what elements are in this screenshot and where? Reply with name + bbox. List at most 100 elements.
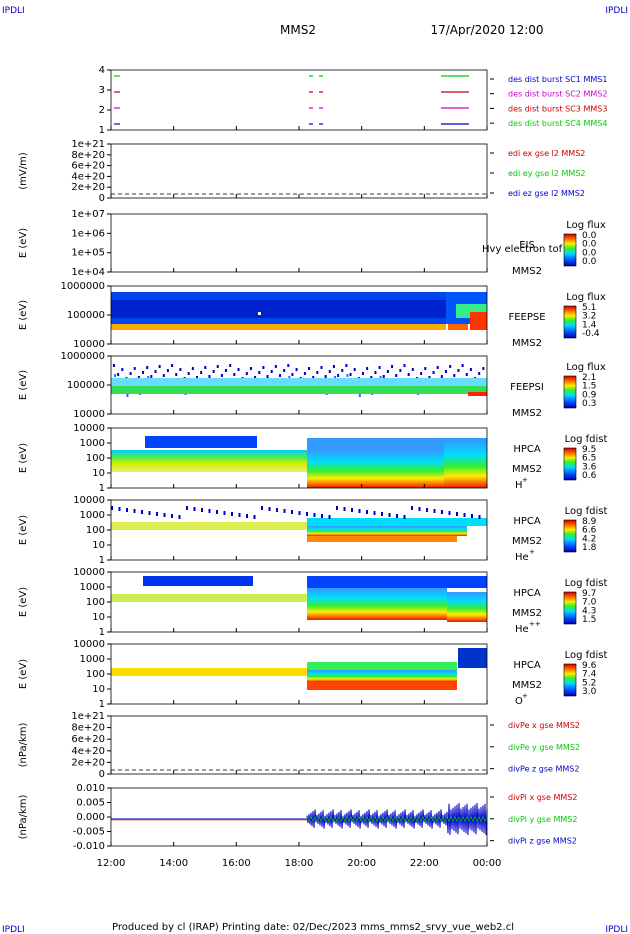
spectrogram-block [111,668,307,676]
feepsi-speckle [245,372,248,375]
colorbar-title: Log flux [566,220,606,231]
feepsi-speckle [270,370,273,373]
spectrogram-block [307,526,467,536]
colorbar [563,375,577,409]
instrument-label: HPCA [513,444,541,455]
feepsi-speckle [366,367,369,370]
hpca-speckle [163,513,166,517]
feepsi-speckle [171,364,174,367]
y-axis-label: E (eV) [18,443,29,473]
feepsi-speckle [137,376,140,379]
panel-frame [110,69,488,131]
hpca-speckle [171,514,173,518]
hpca-speckle [358,509,361,513]
feepsi-speckle [337,374,340,377]
colorbar-title: Log flux [566,292,606,303]
feepsi-speckle [465,373,468,376]
panel-frame [110,143,488,199]
y-axis-label: (nPa/km) [18,795,29,840]
feepsi-speckle [333,376,336,379]
hpca-speckle [268,507,271,511]
y-tick-label: 100 [86,453,105,464]
feepsi-speckle [262,366,265,369]
hpca-speckle [193,507,196,511]
species-label: He [515,624,529,635]
x-tick-label: 18:00 [285,858,314,869]
y-tick-label: 0 [99,193,105,204]
feepsi-speckle [121,368,124,371]
y-tick-label: 6e+20 [71,734,105,745]
feepsi-speckle [288,376,291,379]
legend-entry: divPe x gse MMS2 [508,721,580,730]
charge-label: ++ [529,620,541,628]
y-tick-label: 10 [92,468,105,479]
feepsi-speckle [478,372,481,375]
colorbar-tick-label: 3.6 [582,462,597,472]
feepsi-speckle [147,376,150,379]
y-tick-label: 1000000 [60,351,105,362]
spectrogram-block [458,648,487,668]
hpca-speckle [276,508,278,512]
spectrogram-block [307,662,457,670]
colorbar-tick-label: 3.0 [582,687,597,697]
colorbar-tick-label: 1.5 [582,382,596,392]
colorbar-tick-label: -0.4 [582,329,600,339]
hpca-speckle [111,506,113,510]
feepsi-speckle [225,369,228,372]
spectrogram-block [307,588,447,620]
hpca-speckle [426,508,428,512]
feepsi-speckle [362,372,364,375]
y-tick-label: 10 [92,684,105,695]
feepsi-speckle [291,373,294,376]
divpi-fluct-y [306,816,488,822]
hpca-speckle [283,509,286,513]
colorbar-tick-label: 0.0 [582,231,597,241]
feepsi-speckle [386,370,389,373]
y-axis-label: E (eV) [18,370,29,400]
feepsi-speckle [403,364,406,367]
colorbar-tick-label: 0.0 [582,248,597,258]
hpca-speckle [223,511,226,515]
feepsi-speckle [436,366,439,369]
panel-frame [110,715,488,775]
hpca-speckle [186,506,188,510]
legend-entry: divPi x gse MMS2 [508,793,577,802]
panel-note: Hvy electron tof [482,244,563,255]
feepsi-speckle [469,368,472,371]
y-tick-label: 1 [99,125,105,136]
instrument-label: EIS [519,240,535,251]
y-tick-label: 1e+21 [71,139,105,150]
hpca-speckle [373,511,376,515]
colorbar-title: Log fdist [565,506,608,517]
legend-entry: divPi y gse MMS2 [508,815,577,824]
feepsi-speckle [142,371,145,374]
feepsi-speckle [126,394,129,397]
feepsi-speckle [274,365,277,368]
hpca-speckle [403,515,406,519]
feepsi-speckle [353,368,356,371]
y-tick-label: 100000 [67,310,105,321]
feepsi-speckle [191,367,194,370]
y-axis-label: E (eV) [18,300,29,330]
hpca-speckle [478,515,481,519]
feepsi-speckle [457,369,460,372]
spectrogram-block [111,594,307,602]
colorbar-tick-label: 2.1 [582,373,596,383]
hpca-speckle [141,510,143,514]
x-tick-label: 12:00 [97,858,126,869]
y-axis-label: E (eV) [18,228,29,258]
colorbar [563,519,577,553]
spectrogram-block [111,386,487,394]
charge-label: + [522,692,528,700]
feepsi-speckle [129,372,132,375]
colorbar-tick-label: 9.6 [582,661,597,671]
colorbar-title: Log fdist [565,434,608,445]
colorbar-tick-label: 3.2 [582,312,596,322]
y-tick-label: -0.010 [73,841,105,852]
x-tick-label: 00:00 [473,858,502,869]
charge-label: + [529,548,535,556]
feepsi-speckle [428,376,431,379]
legend-entry: des dist burst SC4 MMS4 [508,119,607,128]
x-tick-label: 20:00 [347,858,376,869]
feepsi-speckle [379,376,382,379]
